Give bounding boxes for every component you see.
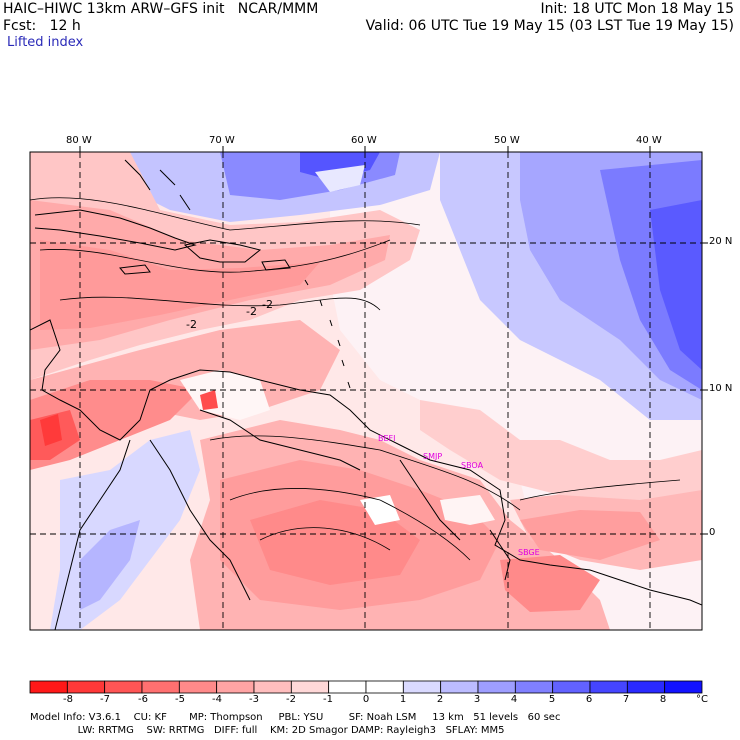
coastlines — [30, 159, 702, 630]
station-smjp: SMJP — [423, 452, 442, 461]
colorbar-segment — [589, 680, 628, 694]
valid-time: Valid: 06 UTC Tue 19 May 15 (03 LST Tue … — [365, 18, 734, 34]
colorbar-label: -8 — [63, 694, 73, 705]
lon-label-60w: 60 W — [351, 135, 377, 146]
colorbar-label: -7 — [100, 694, 110, 705]
colorbar-label: 3 — [473, 694, 481, 705]
model-info-line1: Model Info: V3.6.1 CU: KF MP: Thompson P… — [30, 712, 561, 723]
colorbar-segment — [253, 680, 292, 694]
colorbar-segment — [552, 680, 591, 694]
model-title: HAIC–HIWC 13km ARW–GFS init NCAR/MMM — [3, 1, 319, 17]
colorbar-label: 7 — [622, 694, 630, 705]
colorbar-label: 8 — [659, 694, 667, 705]
colorbar-segment — [104, 680, 143, 694]
colorbar-label: -5 — [175, 694, 185, 705]
contour-label: -2 — [262, 298, 273, 311]
colorbar-segment — [29, 680, 68, 694]
lat-label-0: 0 — [709, 527, 716, 538]
colorbar-segment — [178, 680, 218, 694]
colorbar-label: 2 — [436, 694, 444, 705]
top-ticks — [79, 146, 708, 535]
station-sbge: SBGE — [518, 548, 540, 557]
forecast-hour: Fcst: 12 h — [3, 18, 81, 34]
contour-lines — [30, 197, 681, 561]
lon-label-80w: 80 W — [66, 135, 92, 146]
colorbar-segment — [141, 680, 180, 694]
lon-label-50w: 50 W — [494, 135, 520, 146]
station-sboa: SBOA — [461, 461, 484, 470]
colorbar-segment — [328, 680, 367, 694]
lat-label-10n: 10 N — [709, 383, 733, 394]
colorbar-label: -6 — [138, 694, 148, 705]
map-field — [30, 152, 702, 630]
colorbar-segment — [664, 680, 703, 694]
contour-label: -2 — [246, 305, 257, 318]
colorbar-unit: °C — [696, 694, 708, 705]
colorbar-label: 6 — [585, 694, 593, 705]
lon-label-70w: 70 W — [209, 135, 235, 146]
lon-label-40w: 40 W — [636, 135, 662, 146]
colorbar-segment — [365, 680, 404, 694]
colorbar-segment — [216, 680, 255, 694]
colorbar-label: 0 — [362, 694, 370, 705]
colorbar-label: 4 — [510, 694, 518, 705]
colorbar-segment — [477, 680, 516, 694]
colorbar-segment — [440, 680, 479, 694]
colorbar — [29, 680, 703, 694]
colorbar-label: -3 — [249, 694, 259, 705]
map-frame — [29, 151, 703, 631]
init-time: Init: 18 UTC Mon 18 May 15 — [540, 1, 734, 17]
contour-label: -2 — [186, 318, 197, 331]
colorbar-label: -2 — [286, 694, 296, 705]
colorbar-label: 5 — [548, 694, 556, 705]
station-befi: BEFI — [378, 434, 396, 443]
colorbar-segment — [402, 680, 442, 694]
field-name: Lifted index — [7, 35, 84, 50]
lat-lon-grid — [30, 152, 702, 630]
lat-label-20n: 20 N — [709, 236, 733, 247]
colorbar-segment — [626, 680, 666, 694]
colorbar-segment — [290, 680, 330, 694]
colorbar-segment — [514, 680, 554, 694]
colorbar-label: -1 — [323, 694, 333, 705]
model-info-line2: LW: RRTMG SW: RRTMG DIFF: full KM: 2D Sm… — [30, 725, 505, 736]
colorbar-label: 1 — [399, 694, 407, 705]
colorbar-segment — [66, 680, 106, 694]
colorbar-label: -4 — [212, 694, 222, 705]
